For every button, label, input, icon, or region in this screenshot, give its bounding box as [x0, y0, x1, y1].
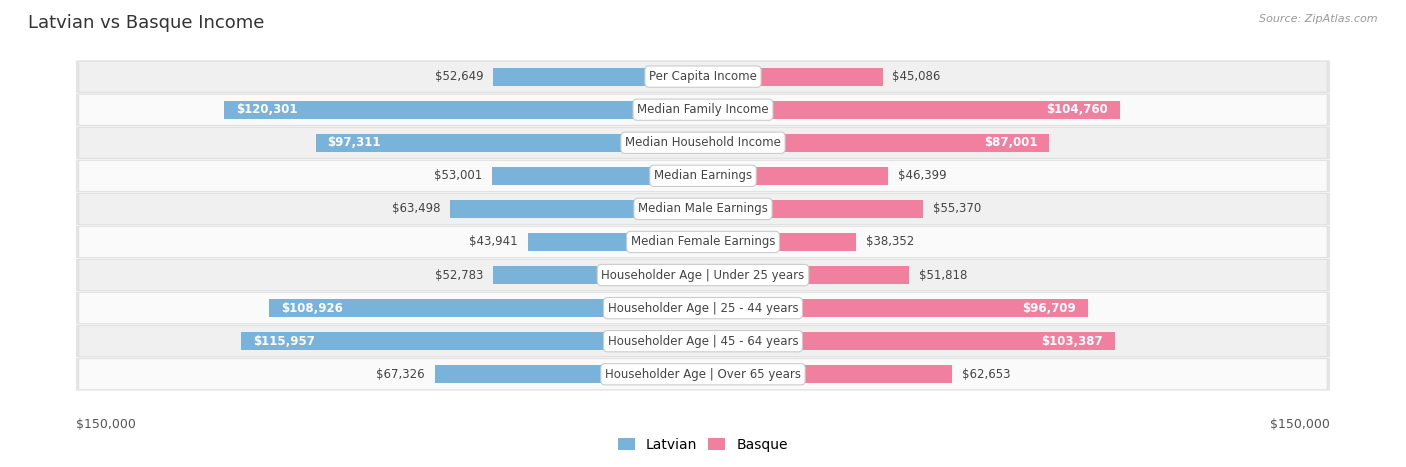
FancyBboxPatch shape: [703, 134, 1049, 152]
FancyBboxPatch shape: [76, 259, 1330, 291]
Text: $53,001: $53,001: [434, 170, 482, 182]
FancyBboxPatch shape: [703, 167, 887, 185]
FancyBboxPatch shape: [242, 332, 703, 350]
Text: $87,001: $87,001: [984, 136, 1038, 149]
Text: $108,926: $108,926: [281, 302, 343, 315]
FancyBboxPatch shape: [79, 127, 1327, 158]
Text: $45,086: $45,086: [893, 70, 941, 83]
Text: Median Family Income: Median Family Income: [637, 103, 769, 116]
Legend: Latvian, Basque: Latvian, Basque: [613, 432, 793, 457]
FancyBboxPatch shape: [703, 332, 1115, 350]
FancyBboxPatch shape: [76, 127, 1330, 159]
Text: Householder Age | Under 25 years: Householder Age | Under 25 years: [602, 269, 804, 282]
FancyBboxPatch shape: [79, 293, 1327, 324]
FancyBboxPatch shape: [703, 68, 883, 86]
FancyBboxPatch shape: [79, 94, 1327, 125]
Text: $43,941: $43,941: [470, 235, 517, 248]
FancyBboxPatch shape: [315, 134, 703, 152]
Text: $67,326: $67,326: [377, 368, 425, 381]
FancyBboxPatch shape: [434, 365, 703, 383]
Text: Householder Age | 45 - 64 years: Householder Age | 45 - 64 years: [607, 335, 799, 348]
FancyBboxPatch shape: [494, 68, 703, 86]
FancyBboxPatch shape: [494, 266, 703, 284]
Text: $104,760: $104,760: [1046, 103, 1108, 116]
FancyBboxPatch shape: [76, 93, 1330, 126]
Text: $62,653: $62,653: [963, 368, 1011, 381]
FancyBboxPatch shape: [270, 299, 703, 317]
Text: Median Female Earnings: Median Female Earnings: [631, 235, 775, 248]
Text: Per Capita Income: Per Capita Income: [650, 70, 756, 83]
FancyBboxPatch shape: [79, 260, 1327, 290]
Text: $52,649: $52,649: [434, 70, 484, 83]
FancyBboxPatch shape: [703, 100, 1121, 119]
FancyBboxPatch shape: [76, 60, 1330, 93]
FancyBboxPatch shape: [76, 325, 1330, 357]
FancyBboxPatch shape: [79, 359, 1327, 390]
FancyBboxPatch shape: [76, 292, 1330, 325]
FancyBboxPatch shape: [76, 358, 1330, 390]
Text: $120,301: $120,301: [236, 103, 298, 116]
Text: $38,352: $38,352: [866, 235, 914, 248]
Text: $46,399: $46,399: [897, 170, 946, 182]
Text: Median Household Income: Median Household Income: [626, 136, 780, 149]
FancyBboxPatch shape: [79, 61, 1327, 92]
FancyBboxPatch shape: [79, 325, 1327, 357]
FancyBboxPatch shape: [703, 365, 952, 383]
Text: Median Male Earnings: Median Male Earnings: [638, 202, 768, 215]
Text: $52,783: $52,783: [434, 269, 482, 282]
FancyBboxPatch shape: [79, 160, 1327, 191]
Text: Householder Age | Over 65 years: Householder Age | Over 65 years: [605, 368, 801, 381]
Text: $96,709: $96,709: [1022, 302, 1076, 315]
FancyBboxPatch shape: [76, 160, 1330, 192]
FancyBboxPatch shape: [450, 200, 703, 218]
FancyBboxPatch shape: [224, 100, 703, 119]
Text: $115,957: $115,957: [253, 335, 315, 348]
FancyBboxPatch shape: [703, 299, 1088, 317]
FancyBboxPatch shape: [76, 226, 1330, 258]
Text: Householder Age | 25 - 44 years: Householder Age | 25 - 44 years: [607, 302, 799, 315]
Text: $97,311: $97,311: [328, 136, 381, 149]
Text: $51,818: $51,818: [920, 269, 967, 282]
FancyBboxPatch shape: [529, 233, 703, 251]
Text: Median Earnings: Median Earnings: [654, 170, 752, 182]
Text: Latvian vs Basque Income: Latvian vs Basque Income: [28, 14, 264, 32]
Text: $55,370: $55,370: [934, 202, 981, 215]
Text: Source: ZipAtlas.com: Source: ZipAtlas.com: [1260, 14, 1378, 24]
FancyBboxPatch shape: [703, 200, 924, 218]
Text: $103,387: $103,387: [1040, 335, 1102, 348]
FancyBboxPatch shape: [79, 226, 1327, 257]
FancyBboxPatch shape: [76, 192, 1330, 225]
FancyBboxPatch shape: [703, 233, 856, 251]
Text: $63,498: $63,498: [392, 202, 440, 215]
FancyBboxPatch shape: [492, 167, 703, 185]
FancyBboxPatch shape: [703, 266, 910, 284]
FancyBboxPatch shape: [79, 193, 1327, 224]
